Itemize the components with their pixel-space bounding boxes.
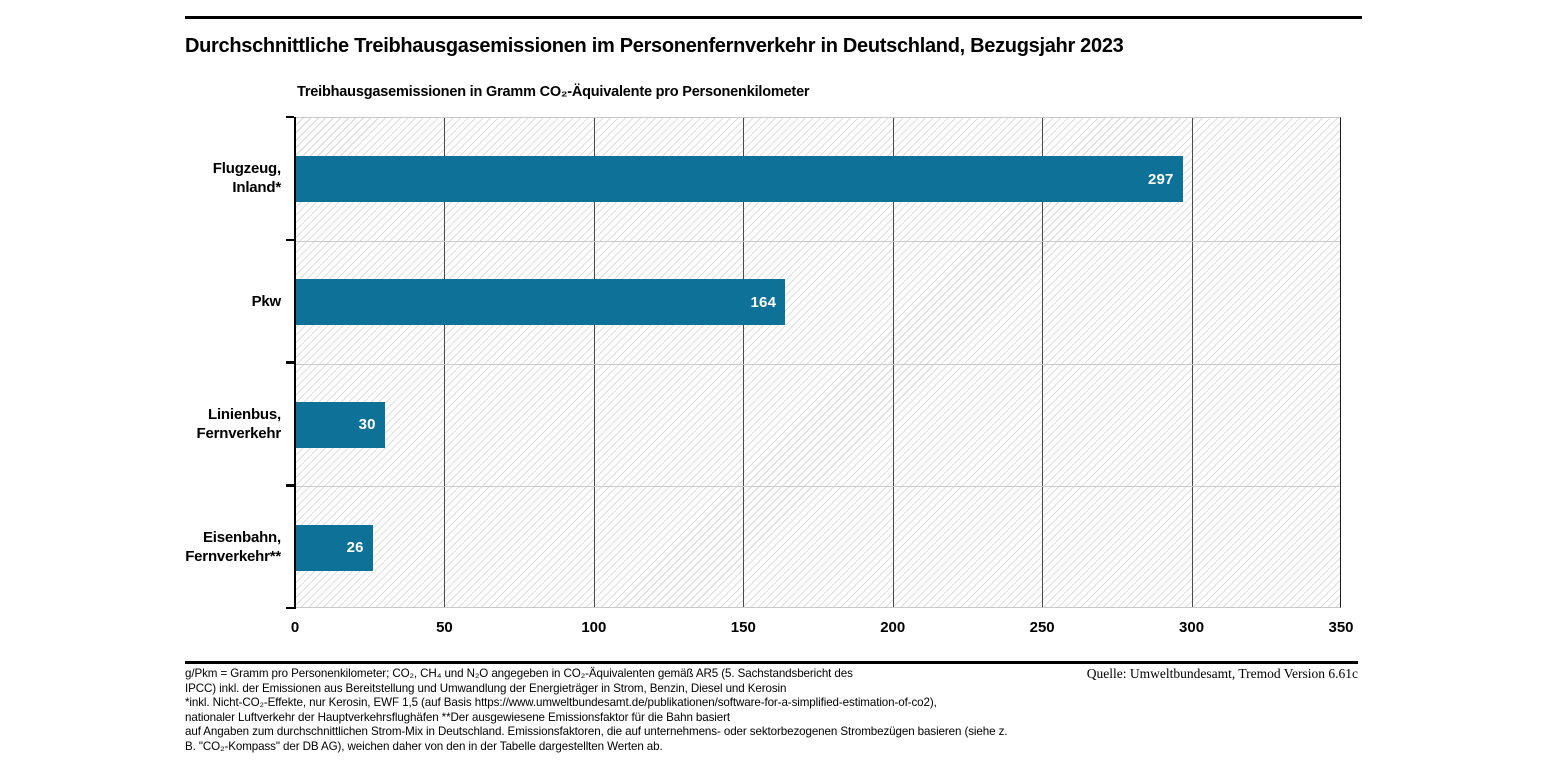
page-title: Durchschnittliche Treibhausgasemissionen… (185, 35, 1124, 57)
footnotes: g/Pkm = Gramm pro Personenkilometer; CO₂… (185, 667, 1007, 755)
x-tick-label: 0 (290, 619, 300, 636)
x-tick-label: 150 (730, 619, 756, 636)
chart-plot-area: 297 164 30 26 (295, 117, 1341, 608)
category-label: Flugzeug, Inland* (0, 117, 281, 240)
category-labels: Flugzeug, Inland* Pkw Linienbus, Fernverkehr… (0, 117, 281, 608)
bar-value-label: 26 (346, 539, 364, 557)
bar-value-label: 164 (750, 293, 777, 311)
footnote-line: *inkl. Nicht-CO₂-Effekte, nur Kerosin, E… (185, 696, 937, 710)
bottom-rule (185, 661, 1358, 664)
x-tick-label: 300 (1179, 619, 1205, 636)
vertical-gridline (444, 118, 446, 607)
y-axis-line (293, 117, 296, 609)
horizontal-gridline (295, 363, 1340, 365)
y-axis-tick (285, 115, 294, 119)
x-tick-label: 200 (880, 619, 906, 636)
x-tick-label: 350 (1328, 619, 1354, 636)
y-axis-tick (285, 606, 294, 610)
bar-value-label: 297 (1147, 170, 1174, 188)
y-axis-tick (285, 238, 294, 241)
chart-row: 164 (295, 241, 1340, 364)
vertical-gridline (593, 118, 595, 607)
chart-row: 297 (295, 118, 1340, 241)
vertical-gridline (1042, 118, 1044, 607)
horizontal-gridline (295, 486, 1340, 488)
category-label: Eisenbahn, Fernverkehr** (0, 485, 281, 608)
category-label-line: Flugzeug, (212, 160, 281, 178)
footnote-line: auf Angaben zum durchschnittlichen Strom… (185, 725, 1008, 739)
vertical-gridline (743, 118, 745, 607)
footnote-line: B. "CO₂-Kompass" der DB AG), weichen dah… (185, 739, 663, 753)
chart-bar: 297 (295, 156, 1183, 203)
category-label-line: Fernverkehr** (185, 547, 281, 565)
x-tick-label: 100 (581, 619, 607, 636)
chart-bar: 26 (295, 524, 373, 571)
category-label-line: Eisenbahn, (202, 528, 281, 546)
category-label-line: Linienbus, (207, 405, 281, 423)
horizontal-gridline (295, 240, 1340, 242)
category-label: Linienbus, Fernverkehr (0, 363, 281, 486)
category-label-line: Inland* (232, 179, 281, 197)
vertical-gridline (1191, 118, 1193, 607)
chart-row: 30 (295, 364, 1340, 487)
footnote-line: nationaler Luftverkehr der Hauptverkehrs… (185, 710, 731, 724)
footnote-line: IPCC) inkl. der Emissionen aus Bereitste… (185, 681, 787, 695)
category-label-line: Fernverkehr (196, 424, 281, 442)
top-rule (185, 16, 1362, 19)
category-label: Pkw (0, 240, 282, 363)
vertical-gridline (892, 118, 894, 607)
x-tick-label: 50 (436, 619, 453, 636)
footnote-line: g/Pkm = Gramm pro Personenkilometer; CO₂… (185, 667, 853, 680)
category-label-line: Pkw (251, 292, 282, 310)
chart-bar: 164 (295, 279, 786, 326)
chart-bar: 30 (295, 401, 385, 448)
chart-axis-title: Treibhausgasemissionen in Gramm CO₂-Äqui… (297, 84, 810, 100)
x-tick-label: 250 (1029, 619, 1055, 636)
y-axis-tick (285, 484, 294, 487)
y-axis-tick (285, 361, 294, 364)
bar-value-label: 30 (358, 416, 376, 434)
chart-row: 26 (295, 486, 1340, 609)
source-credit: Quelle: Umweltbundesamt, Tremod Version … (1086, 666, 1358, 681)
